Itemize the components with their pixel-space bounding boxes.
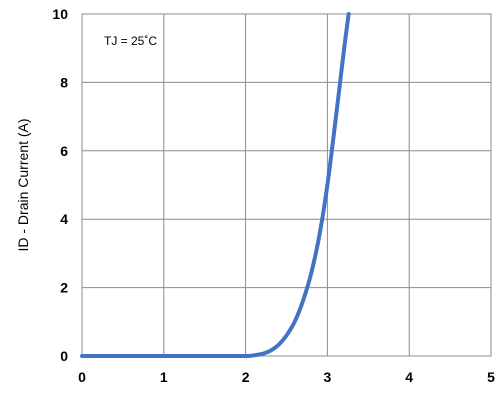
x-tick-label: 4 (405, 369, 413, 385)
tick-label-layer: 0 1 2 3 4 5 0 2 4 6 8 10 (52, 6, 495, 385)
x-tick-label: 1 (160, 369, 168, 385)
x-tick-label: 5 (487, 369, 495, 385)
y-tick-label: 2 (60, 280, 68, 296)
drain-current-curve (80, 12, 351, 359)
y-tick-label: 0 (60, 348, 68, 364)
y-tick-label: 10 (52, 6, 68, 22)
x-tick-label: 2 (242, 369, 250, 385)
y-tick-label: 6 (60, 143, 68, 159)
y-tick-label: 4 (60, 211, 68, 227)
x-tick-label: 3 (324, 369, 332, 385)
series-layer (80, 12, 351, 359)
grid-layer (82, 14, 491, 356)
plot-area (81, 13, 492, 357)
temperature-annotation: TJ = 25˚C (104, 34, 157, 48)
y-tick-label: 8 (60, 74, 68, 90)
x-tick-label: 0 (78, 369, 86, 385)
y-axis-title: ID - Drain Current (A) (15, 118, 31, 251)
